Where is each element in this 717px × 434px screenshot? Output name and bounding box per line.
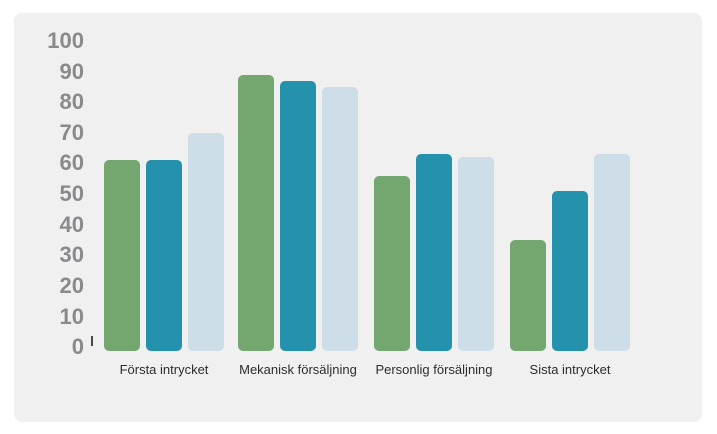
y-axis-tick-label: 80 (59, 89, 84, 115)
bar-green-4 (510, 240, 546, 352)
x-axis-category-label: Personlig försäljning (375, 362, 493, 377)
y-axis-tick-label: 30 (59, 242, 84, 268)
x-axis-category-label: Första intrycket (119, 362, 209, 377)
y-axis-tick-label: 100 (47, 27, 84, 53)
chart-panel: 0 10 20 30 40 50 60 70 80 90 100 Första intrycket M… (14, 13, 702, 422)
y-axis-tick-label: 60 (59, 150, 84, 176)
y-axis-tick-label: 20 (59, 273, 84, 299)
bar-light-blue-1 (188, 132, 224, 352)
y-axis-zero-tick (91, 336, 93, 346)
bar-light-blue-2 (322, 86, 358, 352)
x-axis-category-label: Mekanisk försäljning (239, 362, 357, 377)
y-axis-tick-label: 90 (59, 58, 84, 84)
bar-teal-4 (552, 191, 588, 352)
bar-teal-1 (146, 160, 182, 352)
bar-teal-2 (280, 80, 316, 352)
y-axis-tick-label: 10 (59, 303, 84, 329)
bar-green-3 (374, 175, 410, 352)
bar-light-blue-3 (458, 157, 494, 352)
y-axis-tick-label: 50 (59, 181, 84, 207)
y-axis-tick-label: 40 (59, 211, 84, 237)
bar-green-2 (238, 74, 274, 352)
y-axis-tick-label: 0 (71, 334, 84, 360)
bar-light-blue-4 (594, 154, 630, 352)
x-axis-category-label: Sista intrycket (529, 362, 611, 377)
y-axis-tick-label: 70 (59, 119, 84, 145)
bar-teal-3 (416, 154, 452, 352)
bar-green-1 (104, 160, 140, 352)
